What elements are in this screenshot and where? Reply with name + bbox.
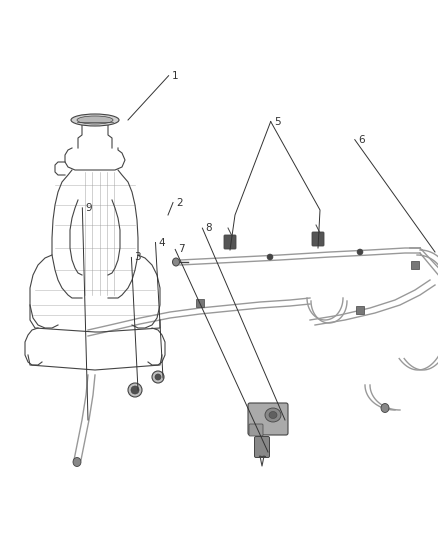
Ellipse shape xyxy=(381,403,389,413)
FancyBboxPatch shape xyxy=(254,437,269,457)
Text: 3: 3 xyxy=(134,253,141,262)
Text: 7: 7 xyxy=(178,245,185,254)
Ellipse shape xyxy=(265,408,281,422)
FancyBboxPatch shape xyxy=(224,235,236,249)
Text: 9: 9 xyxy=(85,203,92,213)
FancyBboxPatch shape xyxy=(249,424,263,436)
Bar xyxy=(196,299,204,307)
Ellipse shape xyxy=(128,383,142,397)
Ellipse shape xyxy=(173,258,180,266)
Bar xyxy=(356,306,364,314)
Text: 8: 8 xyxy=(205,223,212,233)
Ellipse shape xyxy=(71,114,119,126)
Ellipse shape xyxy=(155,374,161,380)
Ellipse shape xyxy=(152,371,164,383)
Circle shape xyxy=(357,249,363,255)
Ellipse shape xyxy=(73,457,81,466)
Circle shape xyxy=(267,254,273,260)
Text: 1: 1 xyxy=(172,71,178,80)
FancyBboxPatch shape xyxy=(312,232,324,246)
FancyBboxPatch shape xyxy=(248,403,288,435)
Ellipse shape xyxy=(131,386,139,394)
Text: 4: 4 xyxy=(159,238,165,247)
Text: 5: 5 xyxy=(275,117,281,126)
Text: 2: 2 xyxy=(176,198,183,207)
Bar xyxy=(411,261,419,269)
Text: 6: 6 xyxy=(358,135,364,144)
Ellipse shape xyxy=(77,116,113,124)
Ellipse shape xyxy=(269,411,277,418)
